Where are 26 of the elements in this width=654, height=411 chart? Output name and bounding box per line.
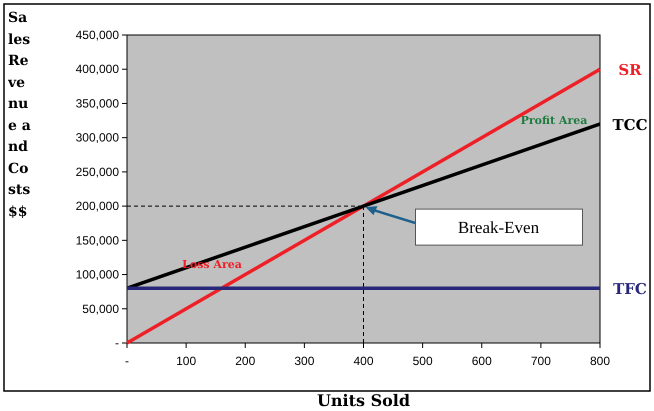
x-tick-label: 700: [530, 354, 552, 368]
x-tick-label: 400: [353, 354, 374, 368]
x-tick-label: 300: [294, 354, 315, 368]
y-tick-label: 400,000: [76, 62, 120, 76]
x-axis-title: Units Sold: [316, 391, 410, 410]
y-tick-label: 300,000: [76, 130, 120, 145]
series-label: TCC: [612, 116, 648, 134]
y-tick-label: -: [115, 336, 119, 350]
text: Sales Revenue and Costs $$: [8, 10, 31, 220]
annotation: Break-Even: [458, 218, 540, 238]
y-tick-label: 200,000: [76, 199, 120, 214]
y-tick-label: 450,000: [76, 28, 120, 42]
x-tick-label: 100: [176, 354, 196, 368]
x-tick-label: 500: [412, 354, 433, 368]
x-tick-label: -: [125, 354, 129, 368]
y-tick-label: 350,000: [76, 96, 120, 110]
y-tick-label: 150,000: [76, 233, 120, 248]
x-tick-label: 200: [235, 354, 256, 368]
annotation: Profit Area: [520, 114, 588, 127]
series-label: SR: [618, 61, 642, 80]
series-label: TFC: [613, 280, 647, 298]
x-tick-label: 600: [472, 354, 492, 368]
x-tick-label: 800: [590, 354, 610, 368]
y-tick-label: 100,000: [76, 268, 120, 282]
y-tick-label: 50,000: [82, 302, 120, 316]
y-tick-label: 250,000: [76, 164, 120, 179]
